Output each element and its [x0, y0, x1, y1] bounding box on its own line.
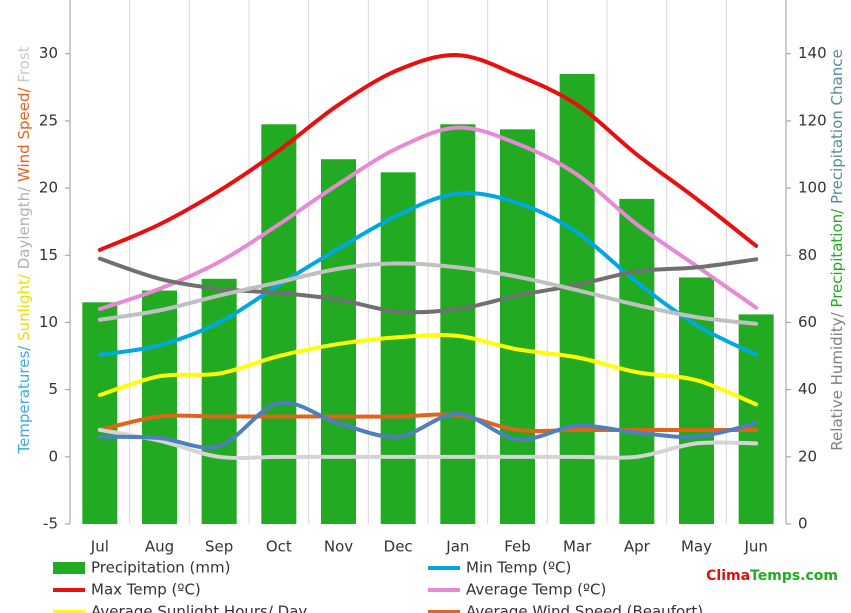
y-axis-label-part: Daylength/ — [15, 182, 33, 269]
x-tick-label: May — [681, 538, 712, 556]
logo-part: Temps.com — [750, 568, 838, 584]
line — [97, 261, 759, 326]
line — [97, 412, 759, 434]
legend-label: Max Temp (ºC) — [91, 581, 201, 599]
bar — [440, 124, 476, 525]
logo: ClimaTemps.com — [706, 568, 838, 584]
y-tick-label: 0 — [48, 447, 58, 465]
line — [97, 333, 759, 407]
y-axis-label-part: Wind Speed/ — [15, 83, 33, 182]
bar — [82, 302, 118, 524]
line — [97, 427, 759, 461]
y2-tick-label: 40 — [798, 380, 817, 398]
y2-tick-label: 20 — [798, 447, 817, 465]
y-tick-label: 15 — [39, 246, 58, 264]
legend-swatch — [53, 562, 85, 574]
bar — [738, 314, 774, 524]
x-tick-label: Jun — [743, 538, 767, 556]
line — [97, 256, 759, 315]
bar — [261, 124, 297, 525]
bar — [142, 290, 177, 524]
legend-label: Precipitation (mm) — [91, 559, 230, 577]
x-tick-label: Aug — [145, 538, 174, 556]
x-tick-label: Apr — [624, 538, 651, 556]
y-tick-label: 5 — [48, 380, 58, 398]
line — [97, 191, 759, 357]
x-tick-label: Mar — [563, 538, 592, 556]
x-tick-label: Jul — [90, 538, 109, 556]
y-tick-label: 10 — [39, 313, 58, 331]
y2-axis-label-part: Precipitation/ — [828, 204, 846, 308]
legend-label: Average Wind Speed (Beaufort) — [466, 603, 703, 613]
y-tick-label: -5 — [43, 515, 58, 533]
y-axis-label-part: Sunlight/ — [15, 269, 33, 341]
y-tick-label: 20 — [39, 179, 58, 197]
y2-tick-label: 80 — [798, 246, 817, 264]
bar — [619, 198, 655, 524]
line — [97, 400, 759, 450]
x-tick-label: Sep — [205, 538, 233, 556]
line — [97, 53, 759, 252]
legend-label: Average Sunlight Hours/ Day — [91, 603, 307, 613]
y2-tick-label: 0 — [798, 515, 808, 533]
x-tick-label: Jan — [445, 538, 469, 556]
y2-tick-label: 60 — [798, 313, 817, 331]
bar — [559, 73, 595, 525]
x-tick-label: Feb — [504, 538, 531, 556]
line — [97, 125, 759, 312]
y-axis-label: Temperatures/ Sunlight/ Daylength/ Wind … — [15, 46, 33, 454]
bar — [500, 129, 535, 525]
legend-label: Min Temp (ºC) — [466, 559, 571, 577]
y-tick-label: 30 — [39, 44, 58, 62]
x-tick-label: Dec — [384, 538, 413, 556]
y2-tick-label: 100 — [798, 179, 827, 197]
y-tick-label: 25 — [39, 111, 58, 129]
legend-label: Average Temp (ºC) — [466, 581, 606, 599]
y-axis-label-part: Temperatures/ — [15, 341, 33, 455]
y2-tick-label: 140 — [798, 44, 827, 62]
y2-axis-label-part: Relative Humidity/ — [828, 308, 846, 451]
y2-axis-label-part: Precipitation Chance — [828, 49, 846, 204]
y-axis-label-part: Frost — [15, 46, 33, 82]
y2-tick-label: 120 — [798, 111, 827, 129]
bar — [380, 172, 416, 525]
y2-axis-label: Relative Humidity/ Precipitation/ Precip… — [828, 49, 846, 450]
logo-part: Clima — [706, 568, 750, 584]
x-tick-label: Oct — [266, 538, 292, 556]
x-tick-label: Nov — [324, 538, 353, 556]
bar — [201, 278, 237, 524]
